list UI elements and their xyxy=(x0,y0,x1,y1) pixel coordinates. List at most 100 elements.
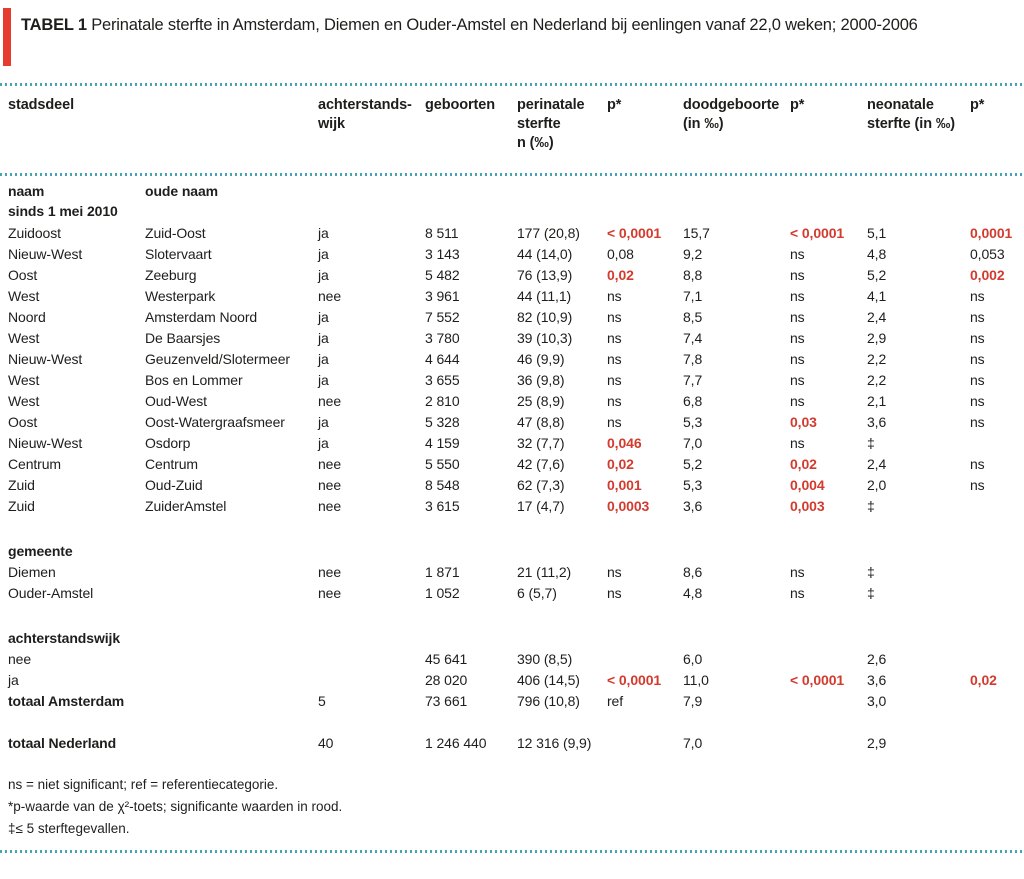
table-cell xyxy=(790,649,867,670)
table-number-label: TABEL 1 xyxy=(21,16,87,34)
table-cell: Nieuw-West xyxy=(8,246,83,262)
table-cell xyxy=(970,649,1024,670)
table-cell: 1 246 440 xyxy=(425,735,487,751)
table-cell: ‡ xyxy=(867,564,875,580)
section-header-row: gemeente xyxy=(8,541,1024,562)
table-cell: ns xyxy=(607,309,622,325)
table-cell: nee xyxy=(318,564,342,580)
table-cell: 11,0 xyxy=(683,672,709,688)
table-cell: 0,003 xyxy=(790,498,825,514)
table-cell: ns xyxy=(970,351,985,367)
table-cell: ns xyxy=(607,585,622,601)
table-cell: ja xyxy=(318,351,329,367)
table-cell: 39 (10,3) xyxy=(517,330,573,346)
table-row: Ouder-Amstel nee 1 052 6 (5,7) ns 4,8 ns ‡ xyxy=(8,583,1024,604)
table-cell: 47 (8,8) xyxy=(517,414,565,430)
table-cell: 2 810 xyxy=(425,393,460,409)
table-row: Zuid ZuiderAmstel nee 3 615 17 (4,7) 0,0003 3,… xyxy=(8,496,1024,517)
section-label: gemeente xyxy=(8,543,73,559)
table-cell xyxy=(145,670,318,691)
table-row: West Bos en Lommer ja 3 655 36 (9,8) ns 7,7 ns 2… xyxy=(8,370,1024,391)
table-cell: 0,0003 xyxy=(607,498,650,514)
table-row: nee 45 641 390 (8,5) 6,0 2,6 xyxy=(8,649,1024,670)
table-cell: ns xyxy=(970,477,985,493)
table-row: West Westerpark nee 3 961 44 (11,1) ns 7,1 ns 4,… xyxy=(8,286,1024,307)
table-cell: 5,1 xyxy=(867,225,887,241)
table-cell: 6,0 xyxy=(683,651,703,667)
table-cell: 7,0 xyxy=(683,735,703,751)
table-cell: 0,02 xyxy=(790,456,817,472)
table-cell: 2,2 xyxy=(867,351,887,367)
table-cell: ns xyxy=(970,330,985,346)
table-cell: Geuzenveld/Slotermeer xyxy=(145,351,290,367)
table-cell: 7,4 xyxy=(683,330,703,346)
table-cell: Zuid xyxy=(8,498,35,514)
table-cell: 8 511 xyxy=(425,225,459,241)
column-header: neonatale sterfte (in ‰) xyxy=(867,97,956,132)
footnote-dagger: ‡≤ 5 sterftegevallen. xyxy=(8,821,130,836)
table-cell: ja xyxy=(318,372,329,388)
table-cell: 44 (11,1) xyxy=(517,288,572,304)
table-cell: ns xyxy=(970,288,985,304)
table-cell: ns xyxy=(607,372,622,388)
table-row: Nieuw-West Slotervaart ja 3 143 44 (14,0) 0,0… xyxy=(8,244,1024,265)
table-cell: 45 641 xyxy=(425,651,468,667)
table-cell: Amsterdam Noord xyxy=(145,309,258,325)
table-cell: 7,8 xyxy=(683,351,703,367)
table-cell: 36 (9,8) xyxy=(517,372,565,388)
table-cell: 3,6 xyxy=(867,672,887,688)
table-row: Noord Amsterdam Noord ja 7 552 82 (10,9) ns 8,… xyxy=(8,307,1024,328)
table-cell xyxy=(318,181,425,221)
table-cell: ns xyxy=(607,393,622,409)
table-cell: ja xyxy=(318,435,329,451)
table-cell: Bos en Lommer xyxy=(145,372,243,388)
table-cell: Zuid-Oost xyxy=(145,225,206,241)
table-cell: 2,1 xyxy=(867,393,887,409)
table-cell: ja xyxy=(8,672,19,688)
accent-bar xyxy=(3,8,11,66)
table-cell xyxy=(790,733,867,754)
table-cell: ref xyxy=(607,693,624,709)
table-cell: 44 (14,0) xyxy=(517,246,573,262)
table-cell: 21 (11,2) xyxy=(517,564,572,580)
table-cell: West xyxy=(8,393,40,409)
table-cell: 0,02 xyxy=(970,672,997,688)
table-cell: ja xyxy=(318,309,329,325)
table-cell: ja xyxy=(318,225,329,241)
table-cell xyxy=(425,181,517,221)
table-row: Centrum Centrum nee 5 550 42 (7,6) 0,02 5,2 0,0… xyxy=(8,454,1024,475)
table-cell: 4 159 xyxy=(425,435,460,451)
table-cell: < 0,0001 xyxy=(790,672,845,688)
table-cell: 73 661 xyxy=(425,693,468,709)
table-cell: nee xyxy=(318,477,342,493)
table-cell: Slotervaart xyxy=(145,246,212,262)
table-cell: 8,5 xyxy=(683,309,703,325)
table-cell: ns xyxy=(970,309,985,325)
table-row: Zuidoost Zuid-Oost ja 8 511 177 (20,8) < 0,00… xyxy=(8,223,1024,244)
table-cell: ja xyxy=(318,246,329,262)
footnote-ns-ref: ns = niet significant; ref = referentiec… xyxy=(8,777,279,792)
table-row: Nieuw-West Osdorp ja 4 159 32 (7,7) 0,046 7,0 n… xyxy=(8,433,1024,454)
table-cell: Centrum xyxy=(145,456,198,472)
table-cell xyxy=(970,691,1024,712)
table-cell: Zuidoost xyxy=(8,225,61,241)
table-cell: 5,3 xyxy=(683,414,703,430)
table-cell xyxy=(607,733,683,754)
table-cell: 0,02 xyxy=(607,456,634,472)
table-cell xyxy=(145,562,318,583)
table-cell: 177 (20,8) xyxy=(517,225,580,241)
table-cell: 4 644 xyxy=(425,351,460,367)
table-cell: 3,6 xyxy=(867,414,887,430)
table-cell: 2,9 xyxy=(867,330,887,346)
table-cell: totaal Amsterdam xyxy=(8,693,125,709)
table-cell: ns xyxy=(970,456,985,472)
table-cell: ns xyxy=(607,564,622,580)
table-cell: 46 (9,9) xyxy=(517,351,565,367)
table-cell: Ouder-Amstel xyxy=(8,585,94,601)
table-cell: nee xyxy=(318,393,342,409)
table-cell: ns xyxy=(790,564,805,580)
data-table: stadsdeel achterstands- wijk geboorten peri… xyxy=(8,86,1024,173)
table-cell: < 0,0001 xyxy=(607,225,662,241)
table-cell: 76 (13,9) xyxy=(517,267,573,283)
table-cell: ns xyxy=(790,246,805,262)
